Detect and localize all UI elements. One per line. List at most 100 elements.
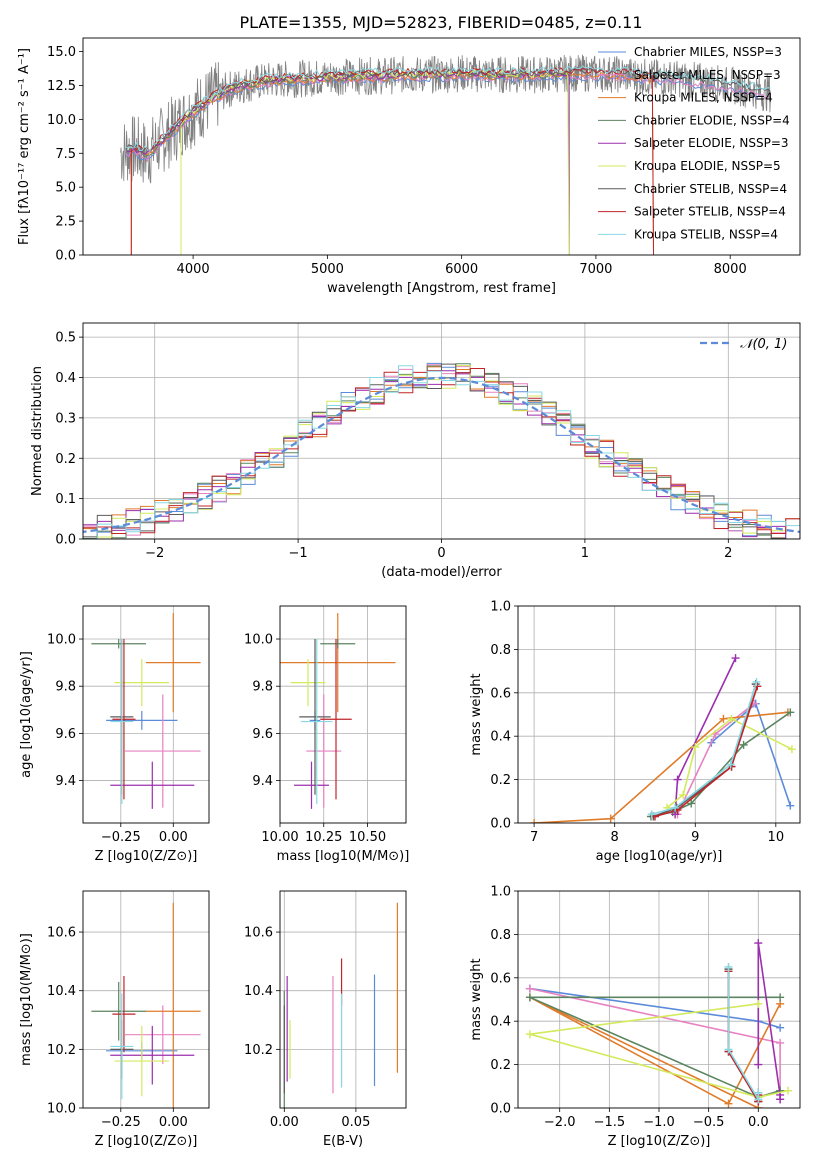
y-tick-label: 9.8 [55, 680, 76, 695]
mass-weight-marker [606, 814, 615, 823]
y-tick-label: 0.4 [490, 1015, 511, 1030]
y-tick-label: 0.4 [55, 371, 76, 386]
mass-weight-marker [731, 654, 740, 663]
y-tick-label: 9.6 [252, 727, 273, 742]
axes-frame [82, 890, 210, 1109]
mass-vs-ebv-panel: 0.00 0.05 10.2 10.4 10.6 E(B-V) [244, 890, 407, 1149]
y-tick-label: 5.0 [55, 181, 76, 196]
observed-spectrum [120, 54, 771, 184]
mass-weight-series-line [653, 683, 757, 818]
x-tick-label: −2.0 [544, 1115, 576, 1130]
legend-label: Chabrier MILES, NSSP=3 [634, 45, 782, 59]
mass-weight-marker [754, 1088, 763, 1097]
y-tick-label: 0.4 [490, 730, 511, 745]
plot-area [280, 606, 406, 823]
x-tick-label: 0.00 [270, 1115, 299, 1130]
plot-area [83, 606, 209, 823]
legend-label: Salpeter MILES, NSSP=3 [634, 68, 781, 82]
model-spectrum-line [125, 69, 570, 255]
x-axis-label: Z [log10(Z/Z⊙)] [608, 1134, 711, 1149]
mass-weight-marker [739, 740, 748, 749]
massweight-vs-age-panel: 7 8 9 10 0.0 0.2 0.4 0.6 0.8 1.0 age [log10(age/yr… [469, 600, 801, 864]
y-tick-label: 10.0 [47, 113, 76, 128]
mass-weight-marker [754, 999, 763, 1008]
y-tick-label: 9.6 [55, 727, 76, 742]
x-axis-label: E(B-V) [323, 1134, 363, 1149]
y-tick-label: 10.0 [244, 633, 273, 648]
y-tick-label: 10.4 [47, 984, 76, 999]
x-axis-label: Z [log10(Z/Z⊙)] [95, 1134, 198, 1149]
y-tick-label: 9.4 [252, 774, 273, 789]
mass-weight-marker [752, 677, 761, 686]
mass-weight-marker [786, 801, 795, 810]
x-tick-label: 7000 [579, 262, 612, 277]
mass-weight-marker [786, 708, 795, 717]
residual-histogram [83, 365, 800, 539]
mass-weight-marker [719, 714, 728, 723]
y-tick-label: 0.6 [490, 971, 511, 986]
y-tick-label: 10.4 [244, 984, 273, 999]
x-tick-label: 8 [611, 830, 619, 845]
axes-frame [82, 605, 210, 824]
y-tick-label: 0.6 [490, 686, 511, 701]
legend-label: Kroupa ELODIE, NSSP=5 [634, 159, 781, 173]
x-tick-label: 10.25 [305, 830, 342, 845]
x-tick-label: −2 [145, 546, 164, 561]
mass-weight-marker [679, 790, 688, 799]
mass-weight-marker [724, 962, 733, 971]
y-axis-label: Flux [fλ10⁻¹⁷ erg cm⁻² s⁻¹ A⁻¹] [17, 48, 32, 245]
axes-frame [517, 605, 801, 824]
y-tick-label: 0.0 [490, 817, 511, 832]
x-tick-label: 4000 [177, 262, 210, 277]
y-tick-label: 0.0 [55, 249, 76, 264]
y-tick-label: 1.0 [490, 885, 511, 900]
legend-label: Salpeter STELIB, NSSP=4 [634, 205, 786, 219]
mass-weight-series-line [651, 681, 758, 816]
mass-weight-marker [787, 745, 796, 754]
massweight-vs-metallicity-panel: −2.0 −1.5 −1.0 −0.5 0.0 0.0 0.2 0.4 0.6 0.8 1.0 Z [… [469, 885, 801, 1149]
y-tick-label: 10.6 [47, 926, 76, 941]
y-tick-label: 0.2 [55, 452, 76, 467]
mass-weight-marker [671, 803, 680, 812]
y-tick-label: 0.8 [490, 643, 511, 658]
x-tick-label: 1 [581, 546, 589, 561]
x-axis-label: mass [log10(M/M⊙)] [277, 849, 410, 864]
x-tick-label: 0.0 [748, 1115, 769, 1130]
x-axis-label: Z [log10(Z/Z⊙)] [95, 849, 198, 864]
y-tick-label: 10.2 [244, 1043, 273, 1058]
legend-label: Kroupa STELIB, NSSP=4 [634, 227, 778, 241]
x-tick-label: 5000 [311, 262, 344, 277]
mass-weight-marker [754, 939, 763, 948]
legend-label: Salpeter ELODIE, NSSP=3 [634, 136, 789, 150]
mass-weight-marker [525, 993, 534, 1002]
y-axis-label: mass weight [469, 673, 484, 755]
y-tick-label: 9.8 [252, 680, 273, 695]
y-tick-label: 10.0 [47, 1102, 76, 1117]
mass-weight-series-line [529, 996, 781, 1108]
figure-title: PLATE=1355, MJD=52823, FIBERID=0485, z=0… [239, 13, 642, 32]
x-tick-label: 0.00 [159, 830, 188, 845]
y-tick-label: 0.2 [490, 773, 511, 788]
model-spectrum-line [126, 65, 771, 152]
normal-distribution-curve [83, 376, 800, 534]
axes-frame [279, 605, 407, 824]
x-tick-label: 10.00 [261, 830, 298, 845]
x-tick-label: 8000 [714, 262, 747, 277]
x-tick-label: −1 [289, 546, 308, 561]
age-vs-metallicity-panel: −0.25 0.00 9.4 9.6 9.8 10.0 Z [log10(Z/Z⊙)] age… [19, 605, 210, 864]
x-axis-label: wavelength [Angstrom, rest frame] [327, 281, 556, 296]
plot-area [280, 891, 406, 1108]
mass-weight-marker [724, 1099, 733, 1108]
x-tick-label: −1.5 [594, 1115, 626, 1130]
residuals-panel: −2 −1 0 1 2 0.0 0.1 0.2 0.3 0.4 0.5 (data-model)/er… [30, 322, 801, 580]
mass-weight-series-line [529, 996, 781, 1099]
mass-weight-marker [687, 799, 696, 808]
y-tick-label: 15.0 [47, 45, 76, 60]
y-tick-label: 10.2 [47, 1043, 76, 1058]
x-tick-label: 2 [724, 546, 732, 561]
model-spectrum-line [125, 70, 570, 255]
plot-area [518, 891, 800, 1108]
y-tick-label: 0.0 [55, 533, 76, 548]
mass-weight-marker [784, 1086, 793, 1095]
